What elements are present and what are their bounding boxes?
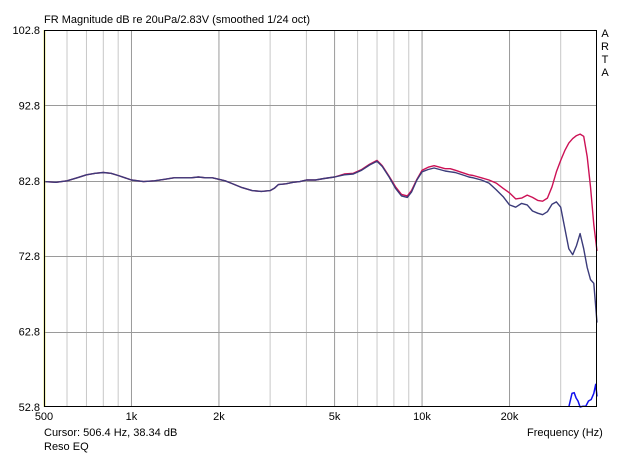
brand-letter: R [601, 41, 609, 53]
x-tick-label: 5k [329, 411, 341, 423]
cursor-readout: Cursor: 506.4 Hz, 38.34 dB [44, 427, 178, 439]
y-tick-label: 62.8 [19, 327, 40, 339]
y-tick-label: 102.8 [12, 25, 40, 37]
x-tick-label: 10k [413, 411, 431, 423]
x-tick-label: 1k [126, 411, 138, 423]
series-line-2 [43, 160, 598, 323]
x-tick-label: 2k [213, 411, 225, 423]
x-axis-label: Frequency (Hz) [527, 427, 603, 439]
y-tick-label: 92.8 [19, 100, 40, 112]
arta-brand-label: A R T A [600, 28, 610, 80]
x-tick-label: 500 [35, 411, 53, 423]
x-tick-label: 20k [501, 411, 519, 423]
y-tick-label: 72.8 [19, 251, 40, 263]
y-tick-label: 52.8 [19, 402, 40, 414]
brand-letter: T [601, 54, 609, 66]
chart-title: FR Magnitude dB re 20uPa/2.83V (smoothed… [44, 14, 310, 26]
footer-note: Reso EQ [44, 441, 89, 453]
brand-letter: A [601, 67, 609, 79]
brand-letter: A [601, 28, 609, 40]
plot-area [44, 30, 597, 407]
plot-frame [44, 30, 597, 407]
y-tick-label: 82.8 [19, 176, 40, 188]
